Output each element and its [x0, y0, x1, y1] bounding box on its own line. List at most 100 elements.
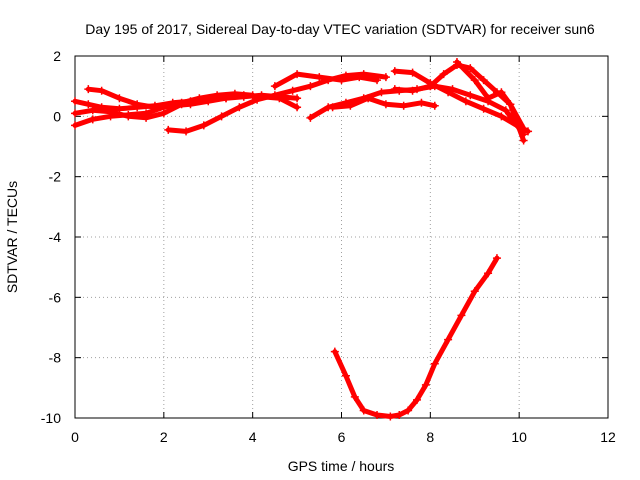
- data-point: [479, 104, 488, 113]
- series-layer: [71, 58, 533, 421]
- x-tick-label: 4: [249, 429, 257, 445]
- data-point: [399, 101, 408, 110]
- data-point: [306, 82, 315, 91]
- data-point: [430, 101, 439, 110]
- data-point: [270, 82, 279, 91]
- data-point: [293, 103, 302, 112]
- data-point: [484, 94, 493, 103]
- data-point: [248, 91, 257, 100]
- data-point: [71, 109, 79, 118]
- data-point: [395, 410, 404, 419]
- data-point: [390, 85, 399, 94]
- series-arc13: [332, 255, 500, 419]
- y-tick-label: -10: [41, 410, 61, 426]
- data-point: [408, 68, 417, 77]
- x-tick-label: 0: [71, 429, 79, 445]
- data-point: [346, 101, 355, 110]
- data-point: [426, 82, 435, 91]
- data-point: [337, 76, 346, 85]
- y-tick-label: -4: [49, 229, 62, 245]
- data-point: [421, 380, 430, 389]
- data-point: [381, 100, 390, 109]
- data-point: [350, 392, 359, 401]
- data-point: [466, 64, 475, 73]
- data-point: [404, 406, 413, 415]
- data-point: [88, 106, 97, 115]
- data-point: [439, 70, 448, 79]
- x-tick-label: 8: [426, 429, 434, 445]
- data-point: [466, 91, 475, 100]
- data-point: [452, 58, 461, 67]
- data-point: [501, 106, 510, 115]
- data-point: [355, 73, 364, 82]
- data-point: [444, 335, 453, 344]
- data-point: [106, 107, 115, 116]
- data-point: [330, 347, 339, 356]
- data-point: [213, 91, 222, 100]
- data-point: [115, 94, 124, 103]
- data-point: [492, 254, 501, 263]
- data-point: [293, 94, 302, 103]
- data-point: [182, 127, 191, 136]
- data-point: [386, 412, 395, 421]
- data-point: [413, 395, 422, 404]
- tick-layer: [74, 55, 609, 419]
- data-point: [253, 95, 262, 104]
- data-point: [199, 121, 208, 130]
- y-tick-label: -6: [49, 289, 62, 305]
- data-point: [457, 311, 466, 320]
- data-point: [390, 67, 399, 76]
- series-arc12: [454, 59, 527, 143]
- data-point: [519, 136, 528, 145]
- data-point: [124, 112, 133, 121]
- y-tick-label: -8: [49, 350, 62, 366]
- data-point: [364, 94, 373, 103]
- tick-label-layer: 0 2 4 6 8 10 12 -10 -8 -6 -4 -2 0 2: [41, 48, 616, 445]
- y-tick-label: -2: [49, 169, 62, 185]
- x-tick-label: 10: [511, 429, 527, 445]
- data-point: [408, 86, 417, 95]
- series-arc6: [272, 71, 380, 89]
- chart-title: Day 195 of 2017, Sidereal Day-to-day VTE…: [85, 21, 595, 37]
- data-point: [359, 406, 368, 415]
- y-axis-label: SDTVAR / TECUs: [4, 181, 20, 293]
- x-tick-label: 12: [600, 429, 616, 445]
- data-point: [177, 100, 186, 109]
- data-point: [195, 94, 204, 103]
- data-point: [115, 104, 124, 113]
- data-point: [524, 127, 533, 136]
- data-point: [142, 113, 151, 122]
- data-point: [306, 113, 315, 122]
- data-point: [470, 287, 479, 296]
- data-point: [341, 371, 350, 380]
- data-point: [71, 97, 79, 106]
- data-point: [461, 97, 470, 106]
- x-tick-label: 6: [338, 429, 346, 445]
- data-point: [497, 88, 506, 97]
- data-point: [377, 88, 386, 97]
- data-point: [133, 100, 142, 109]
- data-point: [444, 88, 453, 97]
- data-point: [328, 103, 337, 112]
- x-tick-label: 2: [160, 429, 168, 445]
- y-tick-label: 2: [53, 48, 61, 64]
- data-point: [88, 115, 97, 124]
- data-point: [84, 100, 93, 109]
- data-point: [293, 70, 302, 79]
- data-point: [479, 76, 488, 85]
- y-tick-label: 0: [53, 108, 61, 124]
- data-point: [484, 269, 493, 278]
- data-point: [373, 410, 382, 419]
- data-point: [97, 86, 106, 95]
- data-point: [373, 76, 382, 85]
- data-point: [288, 86, 297, 95]
- data-point: [417, 98, 426, 107]
- data-point: [506, 100, 515, 109]
- data-point: [270, 91, 279, 100]
- data-point: [230, 89, 239, 98]
- data-point: [84, 85, 93, 94]
- data-point: [381, 73, 390, 82]
- data-point: [71, 121, 79, 130]
